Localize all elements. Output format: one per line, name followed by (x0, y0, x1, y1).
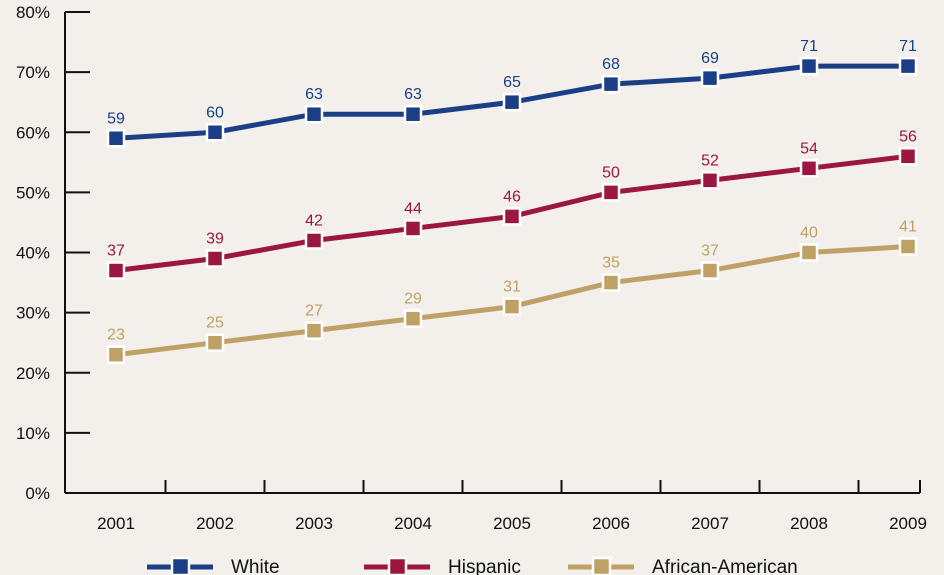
data-label: 37 (107, 243, 125, 260)
x-tick-label: 2005 (493, 514, 531, 533)
data-point (799, 159, 819, 178)
y-tick-label: 60% (16, 123, 50, 142)
data-point (403, 104, 423, 124)
series-african-american: 23 25 27 29 31 35 37 40 41 (106, 218, 918, 364)
x-tick-label: 2002 (196, 514, 234, 533)
data-point (304, 321, 324, 340)
y-tick-label: 20% (16, 364, 50, 383)
data-point (403, 309, 423, 328)
y-axis-ticks: 0% 10% 20% 30% 40% 50% 60% 70% 80% (16, 3, 90, 503)
data-point (304, 104, 324, 124)
data-label: 31 (503, 279, 521, 296)
y-tick-label: 50% (16, 183, 50, 202)
x-tick-label: 2001 (97, 514, 135, 533)
legend-marker (591, 556, 612, 575)
data-label: 50 (602, 164, 620, 181)
data-point (106, 129, 126, 148)
data-label: 23 (107, 327, 125, 344)
data-label: 60 (206, 104, 224, 121)
data-point (700, 261, 720, 280)
x-tick-label: 2008 (790, 514, 828, 533)
data-point (700, 68, 720, 88)
data-label: 44 (404, 200, 422, 217)
y-tick-label: 30% (16, 304, 50, 323)
data-label: 63 (404, 86, 422, 103)
series-hispanic: 37 39 42 44 46 50 52 54 56 (106, 128, 918, 280)
data-point (898, 237, 918, 256)
y-tick-label: 80% (16, 3, 50, 22)
x-tick-label: 2004 (394, 514, 432, 533)
legend-item: African-American (568, 556, 798, 575)
data-point (304, 231, 324, 250)
legend-label: White (231, 557, 280, 575)
data-label: 37 (701, 243, 719, 260)
data-label: 42 (305, 212, 323, 229)
data-point (205, 123, 225, 142)
data-label: 63 (305, 86, 323, 103)
data-label: 71 (800, 38, 818, 55)
data-label: 59 (107, 110, 125, 127)
data-label: 71 (899, 38, 917, 55)
data-label: 35 (602, 255, 620, 272)
legend-label: Hispanic (448, 557, 521, 575)
y-tick-label: 40% (16, 244, 50, 263)
data-label: 29 (404, 291, 422, 308)
legend-item: White (147, 556, 280, 575)
data-point (601, 273, 621, 292)
legend-label: African-American (652, 557, 798, 575)
data-label: 65 (503, 74, 521, 91)
legend-marker (170, 556, 191, 575)
x-axis-ticks: 2001 2002 2003 2004 2005 2006 2007 2008 2009 (97, 480, 927, 533)
data-label: 40 (800, 225, 818, 242)
data-point (205, 249, 225, 268)
data-point (898, 147, 918, 166)
y-tick-label: 0% (25, 484, 50, 503)
x-tick-label: 2006 (592, 514, 630, 533)
data-label: 25 (206, 315, 224, 332)
data-label: 41 (899, 218, 917, 235)
data-point (403, 219, 423, 238)
legend-item: Hispanic (364, 556, 521, 575)
series-layer: 59 60 63 63 65 68 69 71 71 37 39 42 44 46 50 52 54 56 23 25… (106, 38, 918, 364)
data-label: 56 (899, 128, 917, 145)
data-point (106, 261, 126, 280)
data-label: 52 (701, 152, 719, 169)
data-point (502, 297, 522, 316)
data-label: 69 (701, 50, 719, 67)
data-point (106, 345, 126, 364)
data-label: 39 (206, 231, 224, 248)
data-point (502, 92, 522, 112)
data-label: 68 (602, 56, 620, 73)
series-white: 59 60 63 63 65 68 69 71 71 (106, 38, 918, 148)
legend-marker (387, 556, 408, 575)
data-label: 54 (800, 140, 818, 157)
legend: White Hispanic African-American (147, 556, 798, 575)
x-tick-label: 2009 (889, 514, 927, 533)
data-label: 27 (305, 303, 323, 320)
data-label: 46 (503, 188, 521, 205)
data-point (799, 56, 819, 76)
x-tick-label: 2003 (295, 514, 333, 533)
data-point (205, 333, 225, 352)
data-point (601, 183, 621, 202)
axes (64, 12, 920, 494)
data-point (799, 243, 819, 262)
data-point (601, 74, 621, 94)
x-tick-label: 2007 (691, 514, 729, 533)
data-point (700, 171, 720, 190)
data-point (502, 207, 522, 226)
y-tick-label: 10% (16, 424, 50, 443)
data-point (898, 56, 918, 76)
y-tick-label: 70% (16, 63, 50, 82)
